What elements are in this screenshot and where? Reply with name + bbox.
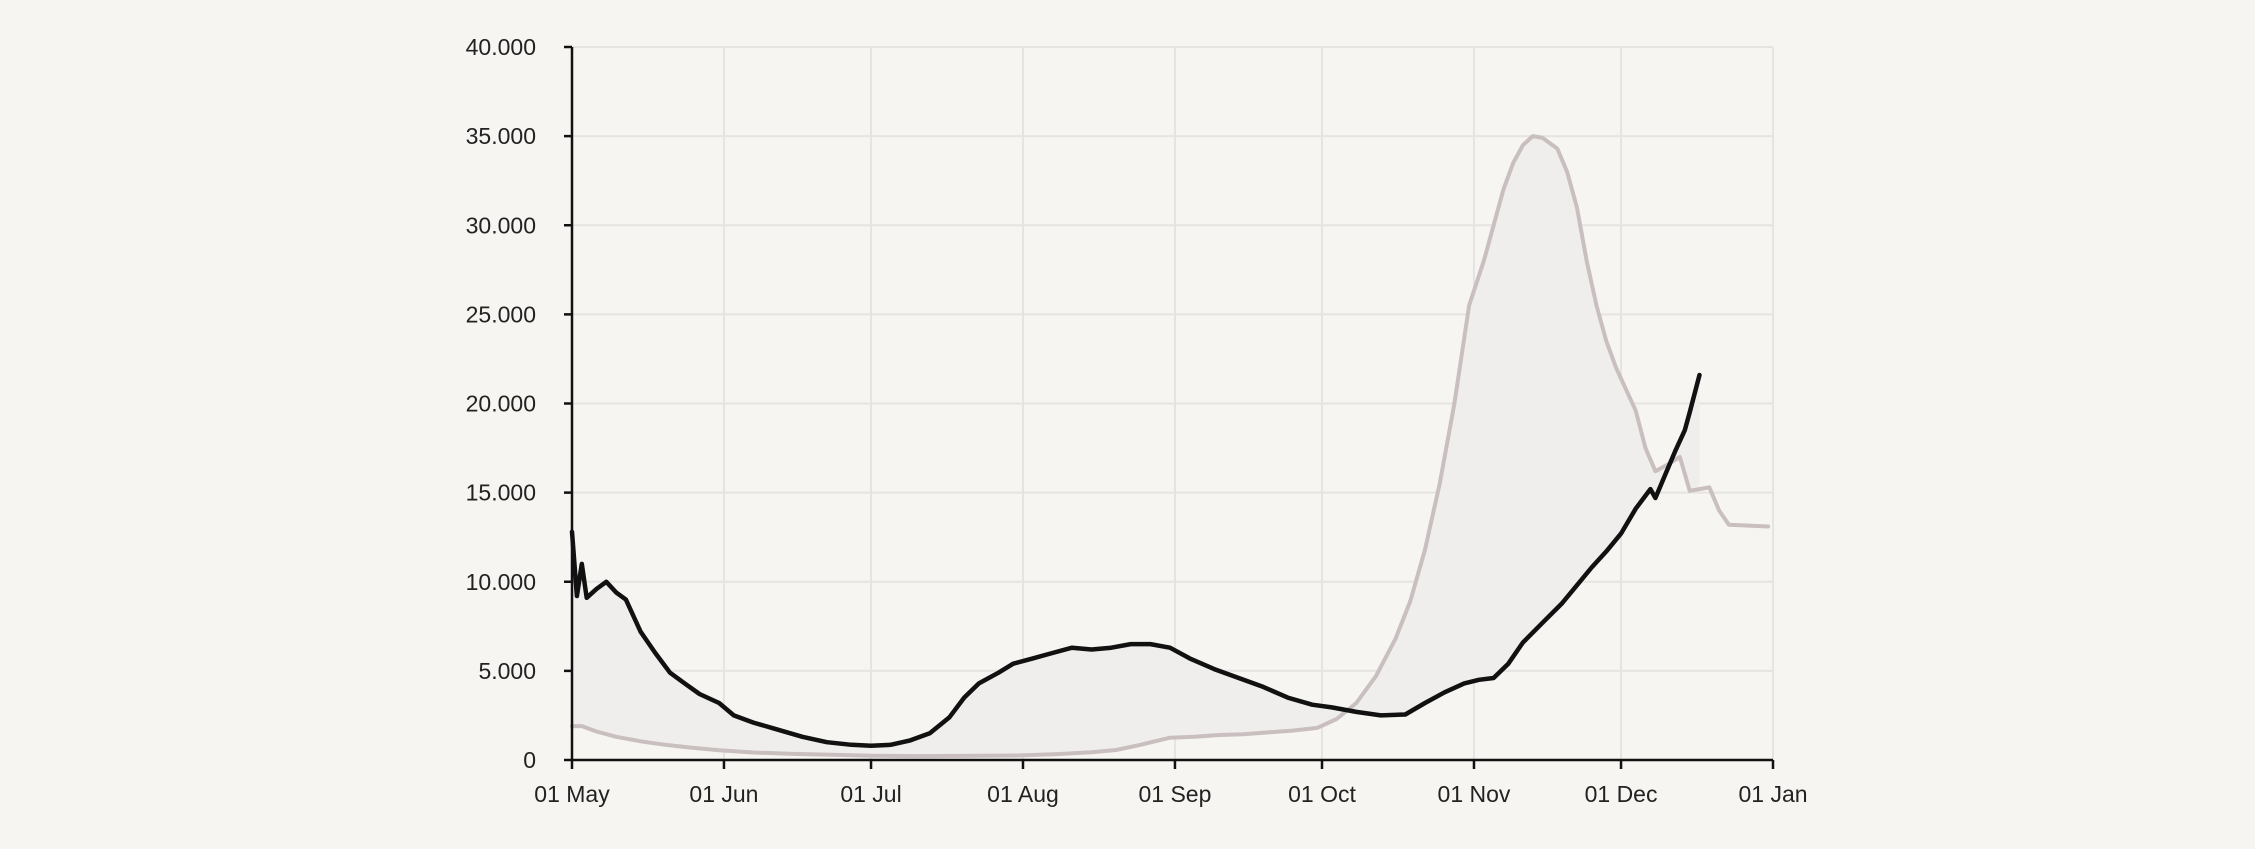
x-tick-label: 01 Nov xyxy=(1438,781,1511,807)
x-tick-label: 01 Sep xyxy=(1138,781,1211,807)
fill-area xyxy=(572,136,1700,757)
y-tick-label: 15.000 xyxy=(466,480,536,506)
axes xyxy=(564,45,1775,769)
x-tick-label: 01 Oct xyxy=(1288,781,1356,807)
series-0-line xyxy=(569,372,1702,748)
y-tick-label: 20.000 xyxy=(466,391,536,417)
series-1-line xyxy=(570,134,1771,759)
x-tick-label: 01 Dec xyxy=(1585,781,1658,807)
x-tick-label: 01 Jan xyxy=(1738,781,1807,807)
series-lines xyxy=(569,134,1771,759)
y-tick-label: 25.000 xyxy=(466,301,536,327)
x-tick-label: 01 Aug xyxy=(987,781,1059,807)
x-tick-label: 01 Jul xyxy=(840,781,901,807)
y-tick-label: 10.000 xyxy=(466,569,536,595)
fill-between-series xyxy=(572,136,1700,757)
x-tick-label: 01 Jun xyxy=(689,781,758,807)
y-tick-label: 35.000 xyxy=(466,123,536,149)
tick-labels: 0 5.000 10.000 15.000 20.000 25.000 30.000 35.0… xyxy=(466,34,1808,807)
x-tick-label: 01 May xyxy=(534,781,610,807)
y-tick-label: 30.000 xyxy=(466,212,536,238)
y-tick-label: 5.000 xyxy=(478,658,536,684)
y-tick-label: 0 xyxy=(523,747,536,773)
y-tick-label: 40.000 xyxy=(466,34,536,60)
